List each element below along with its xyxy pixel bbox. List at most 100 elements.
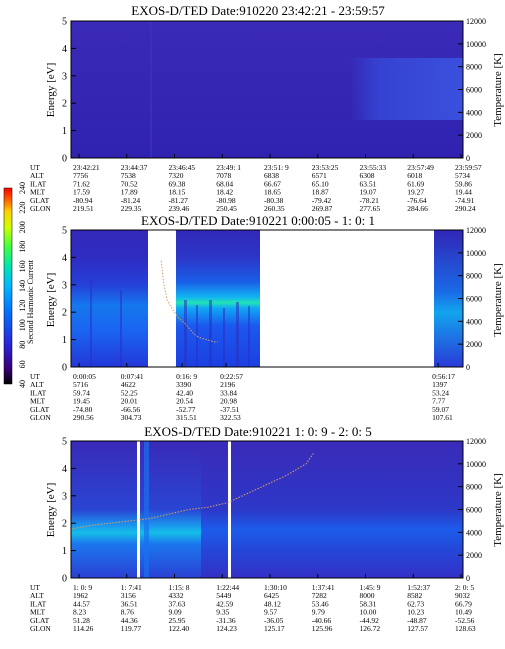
eph-label: MLT [30, 608, 46, 617]
eph-label: MLT [30, 397, 46, 406]
panel-2-y2label: Temperature [K] [492, 263, 504, 336]
y2-tick-label: 4000 [466, 108, 482, 117]
eph-value: 9.79 [312, 608, 325, 617]
eph-value: 229.35 [121, 204, 142, 213]
eph-value: 53.46 [312, 599, 329, 608]
eph-value: 1397 [432, 380, 447, 389]
eph-value: 7320 [169, 171, 184, 180]
eph-value: -80.38 [264, 196, 284, 205]
y-tick-label: 3 [62, 71, 67, 82]
eph-value: 23:57:49 [407, 163, 434, 172]
eph-value: 48.12 [264, 599, 281, 608]
colorbar-tick-label: 60 [18, 360, 27, 368]
eph-value: 127.57 [407, 624, 428, 633]
eph-value: 10.23 [407, 608, 424, 617]
eph-value: -44.92 [360, 616, 380, 625]
eph-label: GLAT [30, 616, 50, 625]
eph-value: 107.61 [432, 413, 453, 422]
eph-value: 59.07 [432, 405, 449, 414]
eph-value: 25.95 [169, 616, 186, 625]
eph-value: 126.72 [360, 624, 381, 633]
eph-value: 5449 [216, 591, 231, 600]
eph-value: 0:16: 9 [176, 372, 197, 381]
y-tick-label: 5 [62, 226, 67, 237]
eph-label: GLON [30, 624, 51, 633]
eph-value: 269.87 [312, 204, 333, 213]
eph-value: 122.40 [169, 624, 190, 633]
eph-value: 250.45 [216, 204, 237, 213]
eph-value: 42.40 [176, 388, 193, 397]
eph-value: 3390 [176, 380, 191, 389]
y-tick-label: 1 [62, 126, 67, 137]
panel-2-title: EXOS-D/TED Date:910221 0:00:05 - 1: 0: 1 [141, 213, 375, 228]
panel-3-enhancement [71, 441, 201, 578]
y2-tick-label: 10000 [466, 249, 486, 258]
eph-value: 1962 [73, 591, 88, 600]
y2-tick-label: 4000 [466, 528, 482, 537]
y-tick-label: 1 [62, 546, 67, 557]
y-tick-label: 2 [62, 308, 67, 319]
eph-value: 6308 [360, 171, 375, 180]
eph-value: 8.76 [121, 608, 134, 617]
panel-3-spike [144, 441, 149, 578]
eph-value: 1: 0: 9 [73, 583, 92, 592]
panel-2-ylabel: Energy [eV] [45, 273, 57, 327]
colorbar-tick-label: 160 [18, 260, 27, 272]
y2-tick-label: 4000 [466, 317, 482, 326]
panel-1-streak [150, 21, 152, 158]
y2-tick-label: 10000 [466, 40, 486, 49]
eph-value: 66.67 [264, 179, 281, 188]
eph-value: 1:15: 8 [169, 583, 190, 592]
panel-1-title: EXOS-D/TED Date:910220 23:42:21 - 23:59:… [131, 3, 385, 18]
eph-value: -78.21 [360, 196, 380, 205]
eph-value: -80.98 [216, 196, 236, 205]
eph-value: 61.69 [407, 179, 424, 188]
colorbar-tick-label: 40 [18, 380, 27, 388]
eph-value: 8.23 [73, 608, 86, 617]
y-tick-label: 4 [62, 44, 67, 55]
eph-value: 70.52 [121, 179, 138, 188]
eph-value: 59.86 [455, 179, 472, 188]
eph-value: 17.89 [121, 188, 138, 197]
y2-tick-label: 12000 [466, 437, 486, 446]
panel-3-temperature-trace [70, 452, 315, 530]
eph-value: 23:42:21 [73, 163, 100, 172]
eph-value: 9.57 [264, 608, 277, 617]
eph-value: 125.17 [264, 624, 285, 633]
eph-value: -74.80 [73, 405, 93, 414]
panel-3: EXOS-D/TED Date:910221 1: 0: 9 - 2: 0: 5… [30, 424, 504, 633]
y2-tick-label: 2000 [466, 131, 482, 140]
panel-3-y2label: Temperature [K] [492, 473, 504, 546]
eph-value: 1:37:41 [312, 583, 335, 592]
panel-3-gap-2 [228, 441, 231, 578]
eph-value: 20.01 [121, 397, 138, 406]
panel-1-enhancement [350, 58, 463, 120]
eph-value: 7078 [216, 171, 231, 180]
panel-3-ylabel: Energy [eV] [45, 483, 57, 537]
eph-value: 114.26 [73, 624, 94, 633]
eph-value: 1:30:10 [264, 583, 287, 592]
eph-value: 219.51 [73, 204, 94, 213]
y-tick-label: 2 [62, 519, 67, 530]
eph-value: 3156 [121, 591, 136, 600]
colorbar: 40 60 80 100 120 140 160 180 200 220 240 Second Ha… [3, 182, 35, 388]
eph-value: 10.49 [455, 608, 472, 617]
eph-value: 63.51 [360, 179, 377, 188]
colorbar-tick-label: 120 [18, 300, 27, 312]
eph-value: 20.98 [220, 397, 237, 406]
eph-value: 5716 [73, 380, 88, 389]
eph-value: 44.36 [121, 616, 138, 625]
eph-label: ILAT [30, 388, 47, 397]
eph-value: 7.77 [432, 397, 445, 406]
eph-label: GLON [30, 413, 51, 422]
panel-1-ylabel: Energy [eV] [45, 63, 57, 117]
eph-value: -74.91 [455, 196, 475, 205]
eph-value: 290.24 [455, 204, 476, 213]
eph-value: 23:55:33 [360, 163, 387, 172]
eph-value: 23:59:57 [455, 163, 482, 172]
eph-label: GLON [30, 204, 51, 213]
eph-value: 128.63 [455, 624, 476, 633]
eph-value: 8000 [360, 591, 375, 600]
colorbar-tick-label: 140 [18, 280, 27, 292]
eph-value: -48.87 [407, 616, 427, 625]
